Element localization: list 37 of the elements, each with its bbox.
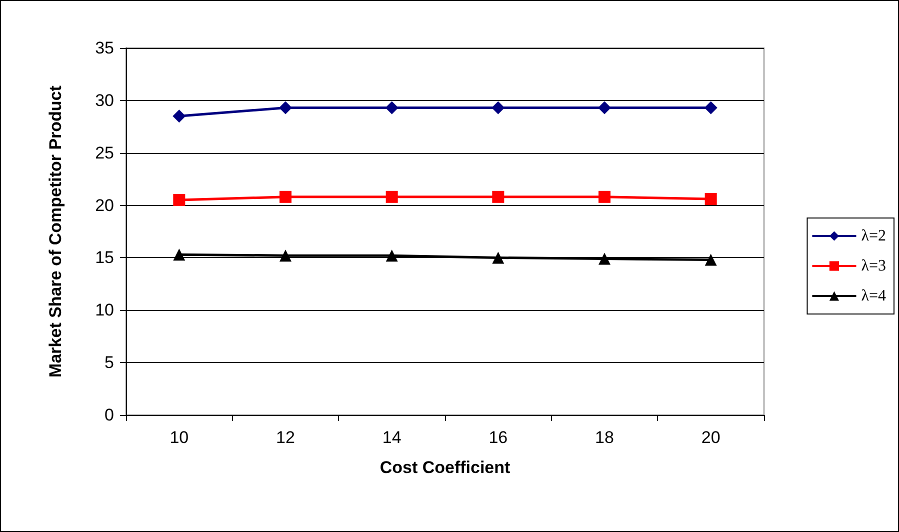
x-tick-label: 12: [276, 428, 295, 447]
point: [704, 101, 718, 114]
point: [704, 254, 717, 266]
point: [173, 194, 186, 206]
point: [598, 101, 611, 114]
point: [172, 110, 186, 123]
y-tick-label: 15: [95, 248, 114, 268]
y-tick-label: 30: [95, 90, 114, 110]
point: [704, 192, 717, 205]
y-tick-label: 0: [104, 406, 114, 424]
y-tick-label: 20: [95, 196, 114, 215]
point: [386, 190, 398, 203]
x-tick-label: 14: [382, 428, 402, 447]
x-tick-label: 10: [170, 428, 189, 447]
point: [386, 250, 398, 262]
point: [492, 190, 504, 203]
y-axis-title: Market Share of Competitor Product: [46, 85, 65, 378]
x-tick-label: 20: [701, 428, 720, 447]
legend-label: λ=2: [861, 228, 886, 244]
x-axis-title: Cost Coefficient: [380, 458, 511, 477]
point: [598, 252, 610, 265]
point: [492, 101, 505, 114]
y-tick-label: 10: [95, 300, 114, 320]
point: [280, 250, 292, 262]
point: [385, 101, 398, 114]
point: [279, 101, 292, 114]
point: [492, 252, 504, 264]
y-tick-label: 35: [95, 38, 114, 58]
point: [280, 190, 292, 203]
legend-label: λ=4: [861, 288, 886, 304]
y-tick-label: 25: [95, 143, 114, 162]
x-tick-label: 16: [488, 428, 508, 447]
point: [598, 190, 610, 203]
legend-label: λ=3: [861, 258, 886, 274]
point: [173, 248, 186, 261]
y-tick-label: 5: [104, 353, 114, 372]
x-tick-label: 18: [595, 428, 614, 447]
